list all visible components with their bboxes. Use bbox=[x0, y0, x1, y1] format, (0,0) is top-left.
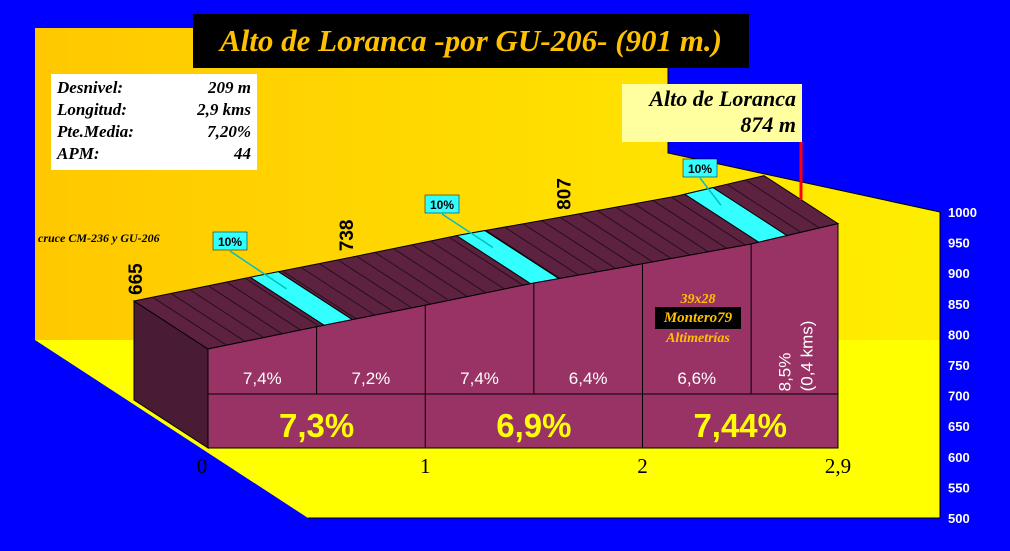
marker-leader-line bbox=[699, 177, 722, 206]
top-hatch-line bbox=[671, 196, 746, 246]
top-hatch-line bbox=[541, 220, 616, 269]
segment-gradient-label: 8,5% bbox=[776, 353, 795, 392]
y-tick-label: 650 bbox=[948, 419, 970, 434]
y-tick-label: 850 bbox=[948, 297, 970, 312]
stat-row-longitud: Longitud: 2,9 kms bbox=[57, 99, 251, 121]
x-tick-label: 2 bbox=[637, 454, 648, 478]
stat-value: 44 bbox=[234, 144, 251, 163]
y-tick-label: 550 bbox=[948, 480, 970, 495]
stats-panel: Desnivel: 209 m Longitud: 2,9 kms Pte.Me… bbox=[51, 74, 257, 170]
marker-leader-line bbox=[229, 250, 287, 290]
top-hatch-line bbox=[337, 259, 413, 309]
y-axis: 500 550 600 650 700 750 800 850 900 950 1000 bbox=[948, 205, 977, 526]
segment-gradient-label: 6,4% bbox=[569, 369, 608, 388]
stat-row-desnivel: Desnivel: 209 m bbox=[57, 77, 251, 99]
stat-row-pendiente: Pte.Media: 7,20% bbox=[57, 121, 251, 143]
km-gradient-label: 7,44% bbox=[693, 407, 787, 444]
km-gradient-label: 6,9% bbox=[496, 407, 571, 444]
segment-length-label: (0,4 kms) bbox=[798, 321, 817, 392]
x-tick-label: 2,9 bbox=[825, 454, 851, 478]
top-hatch-line bbox=[207, 285, 283, 335]
y-tick-label: 900 bbox=[948, 266, 970, 281]
top-hatch-line bbox=[170, 293, 246, 342]
y-tick-label: 1000 bbox=[948, 205, 977, 220]
top-hatch-line bbox=[152, 296, 227, 346]
top-hatch-line bbox=[652, 200, 728, 249]
km-gradient-label: 7,3% bbox=[279, 407, 354, 444]
top-hatch-line bbox=[411, 244, 487, 294]
top-hatch-line bbox=[745, 179, 820, 229]
y-tick-label: 600 bbox=[948, 450, 970, 465]
profile-body bbox=[132, 175, 840, 449]
x-tick-label: 1 bbox=[420, 454, 431, 478]
stat-value: 2,9 kms bbox=[197, 100, 251, 119]
top-hatch-line bbox=[615, 206, 691, 256]
chart-title: Alto de Loranca -por GU-206- (901 m.) bbox=[193, 14, 749, 68]
altitude-point-label: 665 bbox=[126, 263, 147, 295]
stat-value: 209 m bbox=[208, 78, 251, 97]
stat-label: Desnivel: bbox=[57, 78, 124, 97]
stat-row-apm: APM: 44 bbox=[57, 143, 251, 165]
top-hatch-line bbox=[244, 277, 320, 327]
stat-label: Pte.Media: bbox=[57, 122, 134, 141]
top-hatch-line bbox=[634, 203, 709, 253]
y-tick-label: 800 bbox=[948, 327, 970, 342]
top-hatch-line bbox=[448, 236, 524, 286]
chart-labels: 7,4% 7,2% 7,4% 6,4% 6,6% 8,5% (0,4 kms) 7,3% 6,9… bbox=[38, 142, 851, 478]
x-tick-label: 0 bbox=[197, 454, 208, 478]
top-hatch-line bbox=[726, 183, 802, 233]
top-hatch-line bbox=[300, 266, 376, 316]
top-hatch-line bbox=[522, 223, 598, 273]
max-gradient-tag-label: 10% bbox=[688, 162, 712, 176]
credit-gear: 39x28 bbox=[680, 292, 716, 307]
stat-label: APM: bbox=[57, 144, 100, 163]
top-hatch-line bbox=[578, 213, 653, 263]
max-gradient-tag bbox=[424, 194, 460, 214]
top-hatch-line bbox=[281, 270, 357, 320]
segment-gradient-label: 7,2% bbox=[352, 369, 391, 388]
y-tick-label: 950 bbox=[948, 236, 970, 251]
credit-site: Altimetrías bbox=[666, 331, 730, 346]
top-hatch-line bbox=[319, 263, 394, 312]
start-location-label: cruce CM-236 y GU-206 bbox=[38, 231, 160, 245]
altitude-point-label: 807 bbox=[554, 178, 575, 210]
y-tick-label: 750 bbox=[948, 358, 970, 373]
top-hatch-line bbox=[430, 240, 505, 290]
y-tick-label: 500 bbox=[948, 511, 970, 526]
max-gradient-tag bbox=[212, 231, 248, 251]
summit-name: Alto de Loranca bbox=[649, 86, 796, 111]
max-gradient-tag-label: 10% bbox=[430, 198, 454, 212]
top-hatch-line bbox=[596, 210, 672, 259]
top-hatch-line bbox=[559, 216, 635, 266]
top-hatch-line bbox=[374, 251, 450, 301]
top-hatch-line bbox=[504, 226, 579, 276]
top-hatch-line bbox=[189, 289, 264, 339]
segment-gradient-label: 6,6% bbox=[677, 369, 716, 388]
top-hatch-line bbox=[226, 281, 301, 331]
summit-label: Alto de Loranca 874 m bbox=[622, 84, 802, 142]
stat-value: 7,20% bbox=[207, 122, 251, 141]
altitude-point-label: 738 bbox=[337, 219, 358, 251]
credit-author: Montero79 bbox=[655, 307, 741, 329]
max-gradient-tag bbox=[682, 158, 718, 178]
stat-label: Longitud: bbox=[57, 100, 127, 119]
segment-gradient-label: 7,4% bbox=[243, 369, 282, 388]
top-hatch-line bbox=[393, 248, 468, 298]
segment-gradient-label: 7,4% bbox=[460, 369, 499, 388]
top-hatch-line bbox=[356, 255, 431, 305]
y-tick-label: 700 bbox=[948, 389, 970, 404]
top-hatch-line bbox=[485, 229, 561, 279]
profile-front-face bbox=[207, 222, 839, 449]
max-gradient-tag-label: 10% bbox=[218, 235, 242, 249]
marker-leader-line bbox=[441, 213, 494, 249]
summit-altitude: 874 m bbox=[740, 112, 796, 137]
